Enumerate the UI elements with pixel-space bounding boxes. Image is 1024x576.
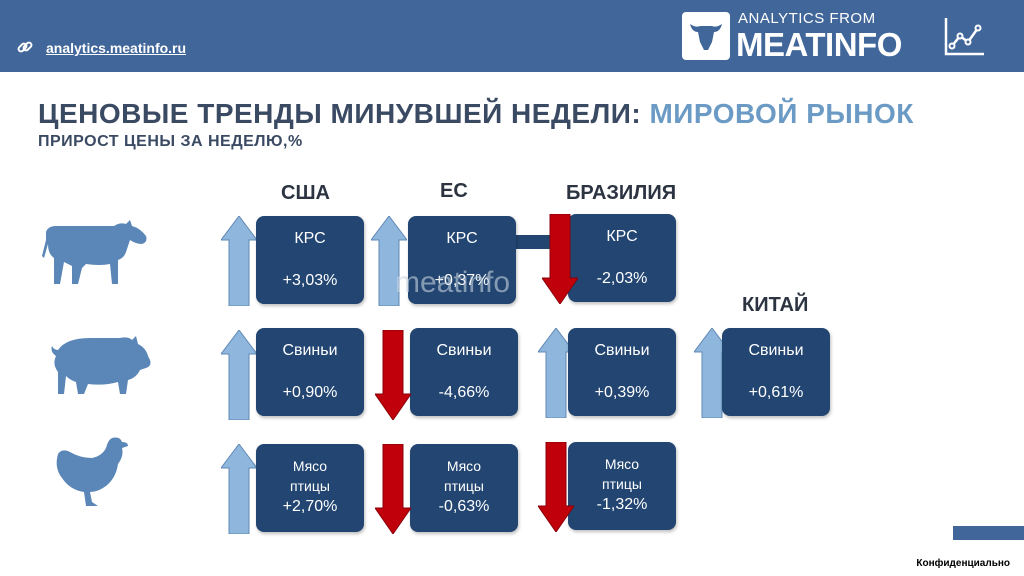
cattle-brazil-card: КРС -2,03% <box>568 214 676 302</box>
cattle-usa-value: +3,03% <box>282 272 338 289</box>
poultry-brazil-label: Мясо птицы <box>568 454 676 494</box>
arrow-down-icon <box>375 330 411 420</box>
watermark: meatinfo <box>395 266 511 299</box>
poultry-eu-value: -0,63% <box>438 498 490 515</box>
chicken-icon <box>56 437 128 506</box>
arrow-up-icon <box>221 216 257 306</box>
pigs-china-value: +0,61% <box>748 384 804 401</box>
arrow-down-icon <box>375 444 411 534</box>
pigs-china-card: Свиньи +0,61% <box>722 328 830 416</box>
column-head-eu: ЕС <box>440 180 468 202</box>
cattle-eu-value: +0,37% <box>434 272 490 289</box>
poultry-brazil-label-line1: Мясо <box>604 456 640 472</box>
pigs-brazil-card: Свиньи +0,39% <box>568 328 676 416</box>
poultry-eu-label-line1: Мясо <box>446 458 482 474</box>
brand-big-text: MEATINFO <box>736 26 902 63</box>
pig-icon <box>51 336 151 394</box>
poultry-brazil-value: -1,32% <box>596 496 648 513</box>
pigs-usa-label: Свиньи <box>282 342 338 359</box>
poultry-brazil-card: Мясо птицы -1,32% <box>568 442 676 530</box>
pigs-usa-card: Свиньи +0,90% <box>256 328 364 416</box>
column-head-china: КИТАЙ <box>742 294 809 316</box>
cattle-eu-card: КРС +0,37% <box>408 216 516 304</box>
header-bar: analytics.meatinfo.ru ANALYTICS FROM MEA… <box>0 0 1024 72</box>
pigs-brazil-value: +0,39% <box>594 384 650 401</box>
site-link[interactable]: analytics.meatinfo.ru <box>46 40 187 56</box>
arrow-down-icon <box>538 442 574 532</box>
cattle-usa-card: КРС +3,03% <box>256 216 364 304</box>
cattle-brazil-label: КРС <box>606 228 638 245</box>
pigs-eu-value: -4,66% <box>438 384 490 401</box>
brand-logo: ANALYTICS FROM MEATINFO <box>682 10 902 64</box>
pigs-brazil-label: Свиньи <box>594 342 650 359</box>
brand-small-text: ANALYTICS FROM <box>738 10 876 27</box>
poultry-eu-card: Мясо птицы -0,63% <box>410 444 518 532</box>
column-head-brazil: БРАЗИЛИЯ <box>566 182 677 204</box>
line-chart-icon <box>944 18 984 56</box>
column-head-usa: США <box>281 182 330 204</box>
bull-logo-icon <box>682 12 730 60</box>
confidential-label: Конфиденциально <box>916 558 1010 569</box>
arrow-up-icon <box>221 330 257 420</box>
poultry-usa-label: Мясо птицы <box>256 456 364 496</box>
poultry-usa-label-line2: птицы <box>290 478 330 494</box>
poultry-eu-label: Мясо птицы <box>410 456 518 496</box>
link-icon <box>17 41 33 53</box>
poultry-brazil-label-line2: птицы <box>602 476 642 492</box>
cattle-eu-label: КРС <box>446 230 478 247</box>
title-accent: МИРОВОЙ РЫНОК <box>649 98 914 129</box>
poultry-usa-label-line1: Мясо <box>292 458 328 474</box>
poultry-usa-value: +2,70% <box>282 498 338 515</box>
connector-bar <box>516 235 556 249</box>
page-title: ЦЕНОВЫЕ ТРЕНДЫ МИНУВШЕЙ НЕДЕЛИ: МИРОВОЙ … <box>38 98 914 130</box>
pigs-usa-value: +0,90% <box>282 384 338 401</box>
title-main: ЦЕНОВЫЕ ТРЕНДЫ МИНУВШЕЙ НЕДЕЛИ: <box>38 98 642 129</box>
cattle-brazil-value: -2,03% <box>596 270 648 287</box>
arrow-down-icon <box>542 214 578 304</box>
cattle-usa-label: КРС <box>294 230 326 247</box>
pigs-china-label: Свиньи <box>748 342 804 359</box>
arrow-up-icon <box>371 216 407 306</box>
page-subtitle: ПРИРОСТ ЦЕНЫ ЗА НЕДЕЛЮ,% <box>38 133 303 150</box>
corner-accent-bar <box>953 526 1024 540</box>
poultry-eu-label-line2: птицы <box>444 478 484 494</box>
cow-icon <box>42 220 147 284</box>
poultry-usa-card: Мясо птицы +2,70% <box>256 444 364 532</box>
pigs-eu-label: Свиньи <box>436 342 492 359</box>
arrow-up-icon <box>221 444 257 534</box>
pigs-eu-card: Свиньи -4,66% <box>410 328 518 416</box>
